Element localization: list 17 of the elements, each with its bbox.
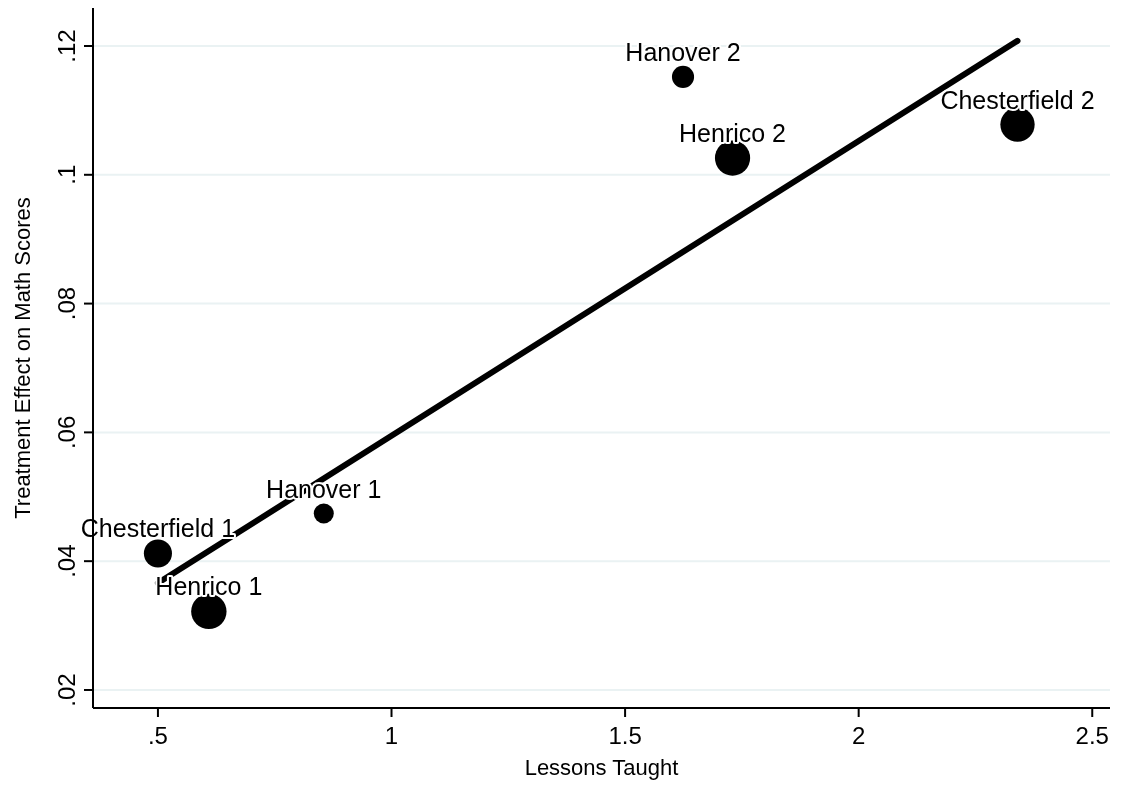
x-tick-label: 1	[384, 722, 399, 749]
x-tick-label: 2.5	[1075, 722, 1109, 749]
x-tick-label: 2	[851, 722, 866, 749]
x-tick-label: .5	[147, 722, 168, 749]
x-tick-label: 1.5	[608, 722, 642, 749]
annotation: Henrico 1	[155, 572, 263, 601]
annotation: Henrico 2	[679, 119, 787, 148]
y-tick-label: .1	[53, 164, 80, 185]
y-axis-title: Treatment Effect on Math Scores	[10, 197, 35, 519]
y-tick-label: .08	[53, 286, 80, 321]
x-axis-title: Lessons Taught	[524, 755, 679, 780]
annotation: Hanover 2	[625, 37, 741, 66]
y-tick-label: .02	[53, 673, 80, 707]
y-tick-label: .06	[53, 415, 80, 450]
annotation: Chesterfield 2	[940, 85, 1095, 114]
y-tick-label: .04	[53, 544, 80, 578]
y-tick-label: .12	[53, 29, 80, 63]
